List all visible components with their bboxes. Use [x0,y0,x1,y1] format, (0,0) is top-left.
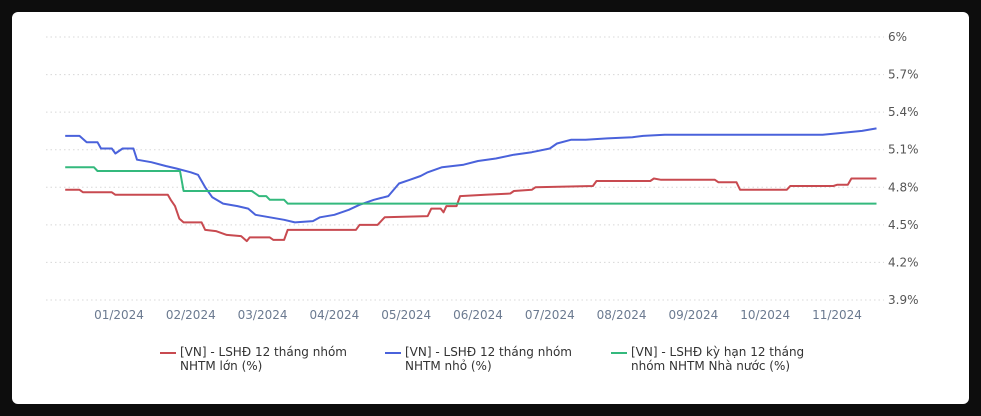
legend-label-state-banks: [VN] - LSHĐ kỳ hạn 12 tháng nhóm NHTM Nh… [631,345,805,373]
line-chart: 6% 5.7% 5.4% 5.1% 4.8% 4.5% 4.2% 3.9% 01/2024 02/… [46,30,919,322]
y-tick-label: 5.1% [888,143,919,157]
series-line-2 [65,166,877,205]
x-tick-label: 06/2024 [453,308,503,322]
legend-swatch-small-banks [385,352,401,354]
legend-item-state-banks[interactable]: [VN] - LSHĐ kỳ hạn 12 tháng nhóm NHTM Nh… [611,345,836,373]
legend-swatch-large-banks [160,352,176,354]
series-line-0 [65,177,877,243]
x-tick-label: 04/2024 [309,308,359,322]
y-tick-label: 3.9% [888,293,919,307]
x-tick-label: 07/2024 [525,308,575,322]
series-line-1 [65,127,877,224]
legend-label-large-banks: [VN] - LSHĐ 12 tháng nhóm NHTM lớn (%) [180,345,347,373]
x-tick-label: 08/2024 [597,308,647,322]
legend-item-large-banks[interactable]: [VN] - LSHĐ 12 tháng nhóm NHTM lớn (%) [160,345,385,373]
x-tick-label: 01/2024 [94,308,144,322]
y-tick-label: 5.7% [888,68,919,82]
y-tick-label: 4.8% [888,180,919,194]
x-tick-label: 05/2024 [381,308,431,322]
x-tick-label: 11/2024 [812,308,862,322]
chart-panel: 6% 5.7% 5.4% 5.1% 4.8% 4.5% 4.2% 3.9% 01/2024 02/… [12,12,969,404]
legend-label-small-banks: [VN] - LSHĐ 12 tháng nhóm NHTM nhỏ (%) [405,345,572,373]
y-tick-label: 6% [888,30,907,44]
x-tick-label: 10/2024 [740,308,790,322]
y-tick-label: 4.2% [888,255,919,269]
y-tick-label: 4.5% [888,218,919,232]
x-tick-label: 09/2024 [668,308,718,322]
legend-item-small-banks[interactable]: [VN] - LSHĐ 12 tháng nhóm NHTM nhỏ (%) [385,345,610,373]
legend-swatch-state-banks [611,352,627,354]
y-tick-label: 5.4% [888,105,919,119]
x-tick-label: 02/2024 [166,308,216,322]
x-tick-label: 03/2024 [238,308,288,322]
